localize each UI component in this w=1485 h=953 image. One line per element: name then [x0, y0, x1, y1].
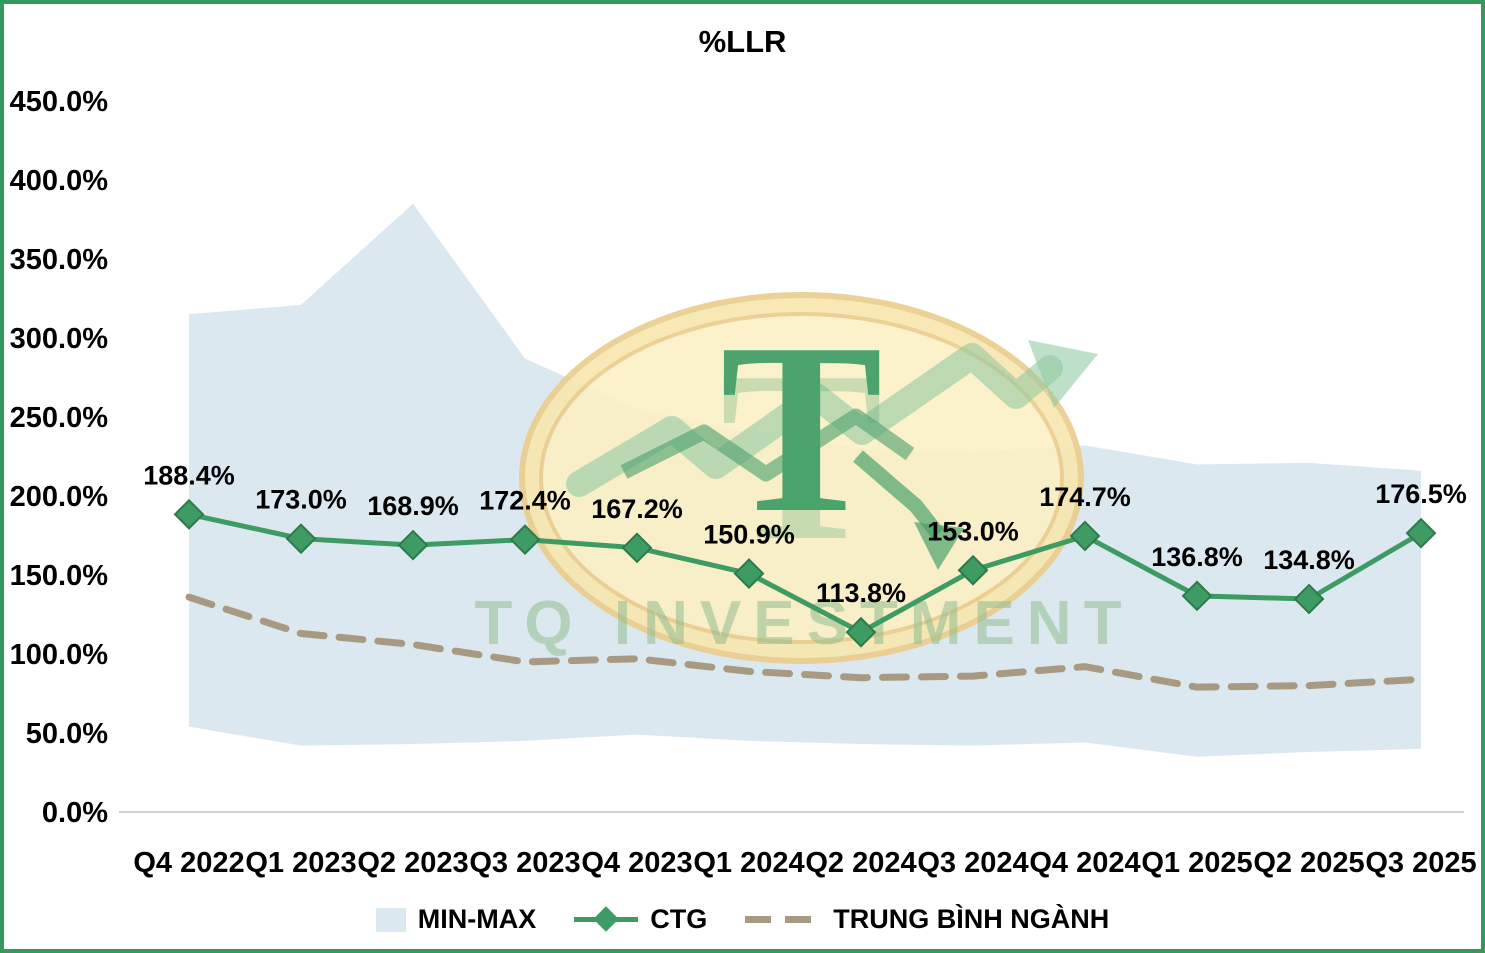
legend-ctg-label: CTG	[650, 904, 707, 935]
ctg-data-label: 153.0%	[927, 516, 1019, 546]
ctg-data-label: 134.8%	[1263, 545, 1355, 575]
ctg-line	[189, 514, 1421, 632]
legend-item-minmax: MIN-MAX	[376, 904, 536, 935]
legend-item-industry: TRUNG BÌNH NGÀNH	[745, 904, 1109, 935]
ctg-data-label: 113.8%	[816, 578, 906, 608]
ctg-marker	[623, 534, 651, 562]
ctg-marker	[959, 556, 987, 584]
ctg-marker	[847, 618, 875, 646]
ctg-marker	[175, 500, 203, 528]
ctg-marker	[287, 525, 315, 553]
ctg-marker	[511, 526, 539, 554]
ctg-data-label: 174.7%	[1039, 482, 1131, 512]
chart-legend: MIN-MAX CTG TRUNG BÌNH NGÀNH	[4, 904, 1481, 935]
legend-industry-swatch	[745, 916, 821, 923]
legend-ctg-diamond	[594, 906, 619, 931]
chart-plot-series: 188.4% 173.0% 168.9% 172.4% 167.2% 150.9% 113.…	[4, 4, 1481, 949]
ctg-data-label: 167.2%	[591, 494, 683, 524]
legend-minmax-label: MIN-MAX	[418, 904, 536, 935]
ctg-data-label: 172.4%	[479, 486, 571, 516]
ctg-data-label: 150.9%	[703, 520, 795, 550]
chart-title: %LLR	[4, 24, 1481, 60]
ctg-marker	[1295, 585, 1323, 613]
chart-frame: %LLR 0.0%50.0%100.0%150.0%200.0%250.0%30…	[0, 0, 1485, 953]
legend-item-ctg: CTG	[574, 904, 707, 935]
ctg-marker	[1183, 582, 1211, 610]
ctg-data-label: 168.9%	[367, 491, 459, 521]
legend-ctg-line	[574, 917, 638, 922]
legend-industry-label: TRUNG BÌNH NGÀNH	[833, 904, 1109, 935]
ctg-marker	[1407, 519, 1435, 547]
ctg-data-label: 188.4%	[143, 460, 235, 490]
ctg-data-label: 176.5%	[1375, 479, 1467, 509]
legend-minmax-swatch	[376, 908, 406, 932]
ctg-marker	[399, 531, 427, 559]
industry-average-line	[189, 597, 1421, 687]
ctg-marker	[1071, 522, 1099, 550]
ctg-data-label: 173.0%	[255, 485, 347, 515]
ctg-marker	[735, 560, 763, 588]
ctg-data-label: 136.8%	[1151, 542, 1243, 572]
